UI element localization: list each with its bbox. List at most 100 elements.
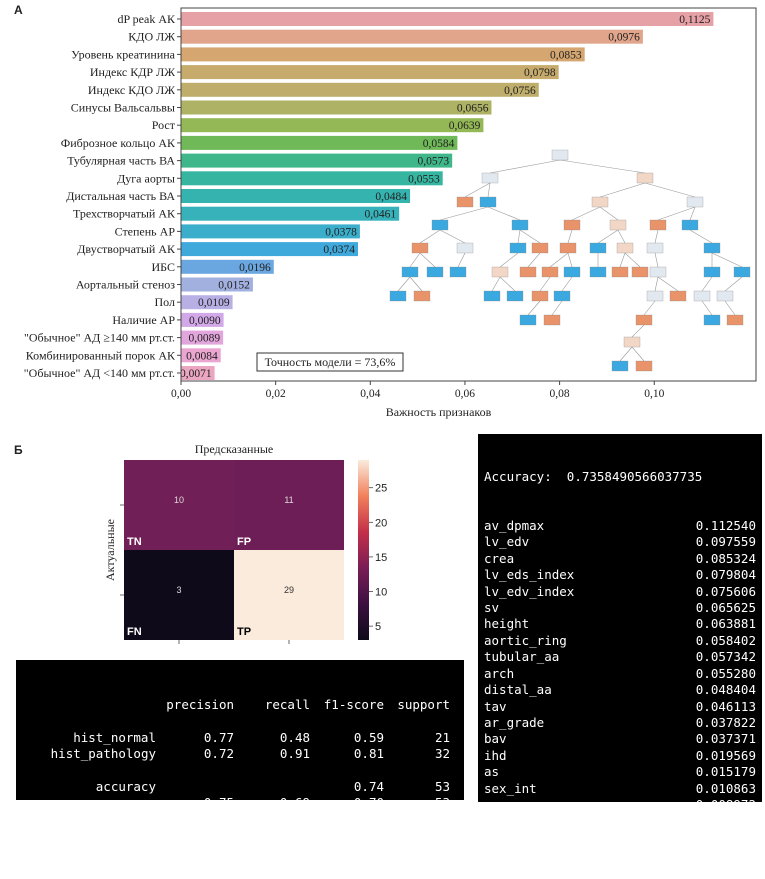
category-label: ИБС bbox=[152, 260, 175, 274]
cm-cell bbox=[234, 460, 344, 550]
feature-name: lv_eds_index bbox=[484, 567, 575, 583]
category-label: Степень АР bbox=[115, 224, 176, 238]
report-cell: 0.74 bbox=[279, 811, 310, 827]
report-cell: recall bbox=[264, 696, 310, 712]
report-row: hist_normal 0.77 0.48 0.59 21 bbox=[26, 730, 450, 746]
tree-node bbox=[519, 266, 537, 278]
plot-frame bbox=[180, 7, 757, 382]
feature-value: 0.075606 bbox=[695, 583, 756, 599]
report-cell: 0.81 bbox=[353, 746, 384, 762]
colorbar-tick-label: 10 bbox=[375, 587, 387, 599]
report-cell: 53 bbox=[434, 795, 450, 811]
feature-name: as bbox=[484, 764, 500, 780]
bar bbox=[181, 12, 714, 26]
feature-name: bav bbox=[484, 731, 507, 747]
accuracy-annotation: Точность модели = 73,6% bbox=[265, 355, 396, 369]
bar-value-label: 0,0798 bbox=[524, 67, 556, 79]
tree-node bbox=[506, 290, 524, 302]
bar bbox=[181, 153, 453, 168]
x-axis: 0,00 0,02 0,04 0,06 0,08 0,10 Важность признак… bbox=[171, 7, 757, 419]
report-cell: 53 bbox=[434, 811, 450, 827]
category-label: dP peak АК bbox=[117, 12, 176, 26]
report-cell: 0.69 bbox=[279, 795, 310, 811]
colorbar-tick-label: 15 bbox=[375, 552, 387, 564]
report-cell: 21 bbox=[434, 729, 450, 745]
report-cell: 0.77 bbox=[203, 729, 234, 745]
feature-value: 0.048404 bbox=[695, 682, 756, 698]
feature-value: 0.010863 bbox=[695, 780, 756, 796]
category-label: Тубулярная часть ВА bbox=[67, 154, 175, 168]
feature-value: 0.112540 bbox=[695, 518, 756, 534]
category-label: "Обычное" АД <140 мм рт.ст. bbox=[24, 366, 175, 380]
report-cell: 0.91 bbox=[279, 746, 310, 762]
feature-value: 0.046113 bbox=[695, 698, 756, 714]
tree-node bbox=[649, 266, 667, 278]
bar bbox=[181, 189, 411, 203]
bar-value-label: 0,0853 bbox=[550, 49, 582, 61]
tree-node bbox=[563, 219, 581, 231]
feature-name: sv bbox=[484, 600, 500, 616]
cm-cell-value: 11 bbox=[284, 495, 293, 505]
tree-node bbox=[426, 266, 444, 278]
tree-node bbox=[589, 242, 607, 254]
report-cell: 0.70 bbox=[353, 795, 384, 811]
tree-node bbox=[456, 242, 474, 254]
tree-node bbox=[389, 290, 407, 302]
feature-value: 0.055280 bbox=[695, 665, 756, 681]
report-cell: precision bbox=[166, 696, 234, 712]
tree-node bbox=[636, 172, 654, 184]
tree-node bbox=[449, 266, 467, 278]
importance-row: height 0.063881 bbox=[484, 616, 756, 632]
bar bbox=[181, 330, 224, 345]
feature-name: no_hypertension bbox=[484, 846, 597, 862]
category-label: Аортальный стеноз bbox=[76, 278, 175, 292]
tree-node bbox=[589, 266, 607, 278]
tree-node bbox=[519, 314, 537, 326]
tree-node bbox=[703, 242, 721, 254]
bar-value-label: 0,0461 bbox=[365, 209, 397, 221]
category-label: Индекс КДО ЛЖ bbox=[88, 83, 175, 97]
report-cell: f1-score bbox=[323, 696, 384, 712]
feature-name: crea bbox=[484, 550, 515, 566]
bars-group: 0,1125 dP peak АК 0,0976 КДО ЛЖ 0,0853 Уровен… bbox=[24, 12, 714, 380]
feature-name: tav bbox=[484, 698, 507, 714]
cm-cell-value: 29 bbox=[284, 585, 294, 595]
tree-node bbox=[716, 290, 734, 302]
bar bbox=[181, 65, 559, 80]
importance-row: sv 0.065625 bbox=[484, 600, 756, 616]
importance-row: ihd 0.019569 bbox=[484, 748, 756, 764]
importance-row: sex_int 0.010863 bbox=[484, 781, 756, 797]
feature-name: arch bbox=[484, 665, 515, 681]
tree-node bbox=[509, 242, 527, 254]
bar-value-label: 0,0484 bbox=[375, 191, 407, 203]
bar bbox=[181, 171, 443, 186]
importance-row: hypertension_140plus 0.008890 bbox=[484, 813, 756, 829]
category-label: Индекс КДР ЛЖ bbox=[90, 65, 175, 79]
x-tick-label: 0,04 bbox=[360, 388, 380, 400]
tree-node bbox=[481, 172, 499, 184]
category-label: Двустворчатый АК bbox=[77, 242, 176, 256]
feature-name: lv_edv bbox=[484, 534, 530, 550]
category-label: Трехстворчатый АК bbox=[73, 207, 176, 221]
category-label: Дистальная часть ВА bbox=[66, 189, 175, 203]
tree-node bbox=[646, 290, 664, 302]
bar bbox=[181, 348, 221, 363]
tree-node bbox=[431, 219, 449, 231]
importance-row: arch 0.055280 bbox=[484, 666, 756, 682]
importance-row: lv_eds_index 0.079804 bbox=[484, 567, 756, 583]
importance-terminal: Accuracy: 0.7358490566037735 av_dpmax 0.1… bbox=[478, 434, 762, 861]
feature-value: 0.085324 bbox=[695, 550, 756, 566]
accuracy-line: Accuracy: 0.7358490566037735 bbox=[484, 469, 756, 485]
cm-cell-value: 3 bbox=[176, 585, 181, 595]
feature-value: 0.065625 bbox=[695, 600, 756, 616]
bar bbox=[181, 82, 539, 97]
feature-value: 0.019569 bbox=[695, 747, 756, 763]
feature-value: 0.008972 bbox=[695, 796, 756, 812]
bar bbox=[181, 259, 274, 274]
confusion-matrix: Предсказанные Актуальные 10 TN 11 FP 3 FN 29 TP 5 1… bbox=[103, 442, 387, 644]
importance-row: lv_edv_index 0.075606 bbox=[484, 584, 756, 600]
cm-cell-label: FP bbox=[237, 536, 251, 548]
tree-node bbox=[553, 290, 571, 302]
x-axis-title: Важность признаков bbox=[386, 405, 492, 419]
feature-name: ar_grade bbox=[484, 714, 545, 730]
